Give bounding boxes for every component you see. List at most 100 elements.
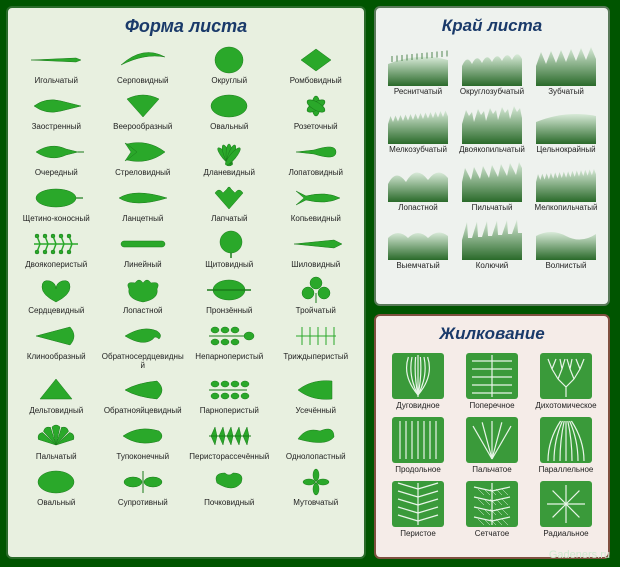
leaf-vein-grid: ДуговидноеПоперечноеДихотомическое Продол… xyxy=(382,350,602,540)
leaf-shape-label: Лапчатый xyxy=(187,215,272,225)
leaf-edge-label: Лопастной xyxy=(382,204,454,214)
leaf-shape-label: Овальный xyxy=(14,499,99,509)
leaf-shape-icon xyxy=(187,419,272,453)
leaf-shape-label: Почковидный xyxy=(187,499,272,509)
leaf-edge-label: Зубчатый xyxy=(530,88,602,98)
leaf-shape-cell: Мутовчатый xyxy=(274,465,359,509)
leaf-shape-label: Серповидный xyxy=(101,77,186,87)
leaf-edge-cell: Выемчатый xyxy=(382,216,454,272)
leaf-shape-grid: ИгольчатыйСерповидныйОкруглыйРомбовидный… xyxy=(14,43,358,509)
leaf-vein-cell: Сетчатое xyxy=(456,478,528,540)
leaf-shape-label: Лопатовидный xyxy=(274,169,359,179)
leaf-edge-icon xyxy=(530,216,602,262)
leaf-shape-label: Триждыперистый xyxy=(274,353,359,363)
leaf-shape-label: Ромбовидный xyxy=(274,77,359,87)
leaf-shape-icon xyxy=(187,135,272,169)
leaf-edge-icon xyxy=(530,158,602,204)
leaf-shape-icon xyxy=(187,43,272,77)
leaf-shape-label: Заостренный xyxy=(14,123,99,133)
leaf-shape-cell: Овальный xyxy=(187,89,272,133)
leaf-vein-icon xyxy=(456,478,528,530)
leaf-shape-cell: Лопастной xyxy=(101,273,186,317)
leaf-vein-icon xyxy=(530,414,602,466)
leaf-shape-title: Форма листа xyxy=(14,16,358,37)
leaf-shape-icon xyxy=(101,465,186,499)
leaf-edge-label: Выемчатый xyxy=(382,262,454,272)
leaf-vein-icon xyxy=(456,414,528,466)
leaf-shape-label: Обратносердцевидный xyxy=(101,353,186,371)
leaf-edge-icon xyxy=(382,158,454,204)
leaf-shape-label: Перисторассечённый xyxy=(187,453,272,463)
leaf-shape-cell: Обратносердцевидный xyxy=(101,319,186,371)
leaf-shape-label: Очередный xyxy=(14,169,99,179)
leaf-shape-icon xyxy=(187,181,272,215)
leaf-shape-cell: Шиловидный xyxy=(274,227,359,271)
leaf-vein-label: Пальчатое xyxy=(456,466,528,476)
leaf-edge-label: Мелкозубчатый xyxy=(382,146,454,156)
leaf-vein-icon xyxy=(530,478,602,530)
leaf-shape-cell: Ланцетный xyxy=(101,181,186,225)
leaf-shape-label: Супротивный xyxy=(101,499,186,509)
leaf-shape-icon xyxy=(187,89,272,123)
leaf-vein-label: Параллельное xyxy=(530,466,602,476)
leaf-shape-cell: Тупоконечный xyxy=(101,419,186,463)
leaf-shape-icon xyxy=(187,465,272,499)
leaf-shape-label: Стреловидный xyxy=(101,169,186,179)
leaf-shape-label: Веерообразный xyxy=(101,123,186,133)
leaf-shape-icon xyxy=(101,419,186,453)
leaf-shape-icon xyxy=(274,273,359,307)
leaf-vein-icon xyxy=(382,350,454,402)
leaf-edge-label: Колючий xyxy=(456,262,528,272)
leaf-shape-cell: Ромбовидный xyxy=(274,43,359,87)
leaf-shape-label: Сердцевидный xyxy=(14,307,99,317)
leaf-shape-label: Мутовчатый xyxy=(274,499,359,509)
leaf-vein-label: Дихотомическое xyxy=(530,402,602,412)
leaf-shape-label: Тупоконечный xyxy=(101,453,186,463)
leaf-shape-label: Щетино-коносный xyxy=(14,215,99,225)
leaf-edge-icon xyxy=(456,42,528,88)
leaf-shape-label: Дельтовидный xyxy=(14,407,99,417)
leaf-shape-icon xyxy=(14,181,99,215)
leaf-edge-label: Мелкопильчатый xyxy=(530,204,602,214)
leaf-shape-cell: Овальный xyxy=(14,465,99,509)
leaf-edge-icon xyxy=(456,158,528,204)
leaf-shape-label: Тройчатый xyxy=(274,307,359,317)
leaf-shape-label: Пальчатый xyxy=(14,453,99,463)
leaf-vein-cell: Перистое xyxy=(382,478,454,540)
leaf-vein-cell: Дуговидное xyxy=(382,350,454,412)
leaf-shape-label: Обратнояйцевидный xyxy=(101,407,186,417)
leaf-shape-cell: Щетино-коносный xyxy=(14,181,99,225)
leaf-edge-icon xyxy=(382,216,454,262)
leaf-vein-label: Продольное xyxy=(382,466,454,476)
leaf-shape-icon xyxy=(14,373,99,407)
leaf-edge-icon xyxy=(382,100,454,146)
leaf-shape-icon xyxy=(274,373,359,407)
leaf-shape-cell: Дельтовидный xyxy=(14,373,99,417)
leaf-shape-icon xyxy=(274,465,359,499)
leaf-shape-label: Пронзённый xyxy=(187,307,272,317)
leaf-vein-label: Радиальное xyxy=(530,530,602,540)
leaf-edge-cell: Реснитчатый xyxy=(382,42,454,98)
leaf-edge-cell: Мелкозубчатый xyxy=(382,100,454,156)
leaf-shape-cell: Сердцевидный xyxy=(14,273,99,317)
leaf-vein-icon xyxy=(382,478,454,530)
leaf-shape-icon xyxy=(101,43,186,77)
leaf-shape-icon xyxy=(274,227,359,261)
leaf-shape-label: Двоякоперистый xyxy=(14,261,99,271)
leaf-shape-icon xyxy=(101,273,186,307)
leaf-shape-cell: Дланевидный xyxy=(187,135,272,179)
leaf-shape-label: Игольчатый xyxy=(14,77,99,87)
leaf-shape-icon xyxy=(274,319,359,353)
leaf-shape-cell: Тройчатый xyxy=(274,273,359,317)
leaf-edge-label: Пильчатый xyxy=(456,204,528,214)
leaf-edge-label: Цельнокрайный xyxy=(530,146,602,156)
leaf-shape-cell: Игольчатый xyxy=(14,43,99,87)
leaf-shape-icon xyxy=(274,181,359,215)
leaf-vein-label: Поперечное xyxy=(456,402,528,412)
leaf-shape-cell: Однолопастный xyxy=(274,419,359,463)
leaf-shape-icon xyxy=(14,319,99,353)
leaf-vein-icon xyxy=(530,350,602,402)
leaf-vein-icon xyxy=(456,350,528,402)
leaf-edge-label: Волнистый xyxy=(530,262,602,272)
leaf-shape-label: Ланцетный xyxy=(101,215,186,225)
